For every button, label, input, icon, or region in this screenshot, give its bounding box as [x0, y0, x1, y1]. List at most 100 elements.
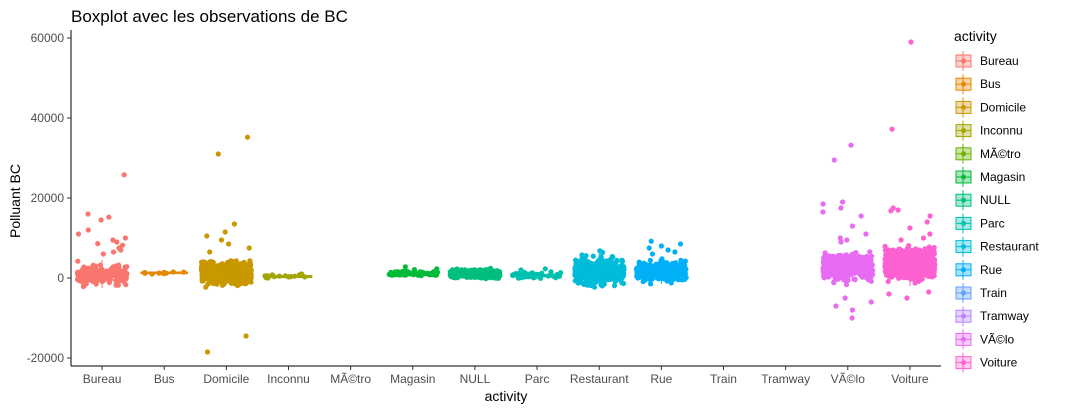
outlier-point [207, 249, 213, 255]
data-point [905, 261, 911, 267]
data-point [831, 271, 838, 277]
legend-label: Restaurant [980, 240, 1039, 254]
outlier-point [122, 235, 128, 241]
data-point [826, 253, 832, 259]
data-point [610, 254, 616, 260]
data-point [661, 262, 667, 268]
data-point [917, 269, 923, 275]
data-point [670, 269, 676, 275]
data-point [892, 262, 898, 268]
data-point [581, 262, 587, 268]
data-point [847, 255, 853, 261]
outlier-point [649, 251, 656, 257]
legend-item: Bureau [955, 51, 1019, 71]
outlier-point [848, 142, 854, 148]
data-point [863, 263, 869, 269]
data-point [238, 273, 245, 279]
data-point [82, 265, 88, 272]
legend-item: NULL [955, 190, 1011, 211]
data-point [851, 260, 857, 267]
data-point [602, 277, 608, 283]
data-point [232, 275, 238, 281]
outlier-point [646, 245, 652, 251]
data-point [669, 263, 675, 269]
outlier-point [100, 251, 106, 257]
outlier-point [849, 315, 855, 321]
legend-label: Inconnu [980, 124, 1023, 138]
series-group-6 [447, 265, 503, 282]
legend: activity Bureau Bus Domicile Inconnu MÃ©tro M… [954, 28, 1039, 373]
data-point [573, 268, 579, 274]
legend-item: Bus [955, 74, 1001, 95]
data-point [123, 282, 129, 288]
outlier-point [895, 207, 901, 213]
data-point [901, 256, 908, 262]
outlier-point [244, 134, 251, 140]
series-group-8 [572, 248, 627, 290]
outlier-point [820, 201, 826, 207]
data-point [113, 270, 119, 276]
data-point [612, 278, 618, 285]
data-point [678, 271, 684, 277]
data-point [415, 272, 421, 278]
data-point [906, 252, 912, 258]
data-point [663, 267, 669, 273]
data-point [636, 259, 642, 265]
outlier-point [85, 227, 91, 233]
data-point [247, 258, 253, 264]
data-point [244, 276, 250, 282]
data-point [181, 269, 187, 275]
data-point [668, 276, 674, 282]
data-point [857, 260, 863, 266]
data-point [573, 261, 579, 267]
data-point [654, 265, 661, 271]
data-point [593, 269, 599, 275]
x-tick-label: Domicile [203, 372, 249, 386]
outlier-point [85, 211, 91, 217]
data-point [867, 267, 873, 273]
outlier-point [849, 223, 856, 229]
data-point [587, 270, 594, 276]
outlier-point [904, 295, 910, 301]
data-point [579, 252, 585, 258]
legend-key-point [961, 336, 966, 342]
data-point [605, 271, 611, 277]
data-point [81, 283, 87, 289]
data-point [614, 267, 620, 273]
outlier-point [837, 235, 843, 241]
data-point [218, 262, 224, 268]
data-point [205, 273, 211, 279]
data-point [827, 259, 833, 265]
outlier-point [927, 213, 933, 219]
data-point [589, 265, 595, 271]
legend-key-point [961, 104, 966, 110]
data-point [227, 270, 233, 276]
data-point [826, 267, 832, 273]
series-group-0 [74, 172, 130, 290]
data-point [843, 272, 850, 278]
legend-key-point [961, 360, 966, 366]
data-point [390, 271, 396, 277]
data-point [901, 266, 907, 272]
data-point [590, 261, 596, 267]
legend-key-point [961, 220, 966, 226]
data-point [820, 268, 826, 274]
data-point [682, 258, 688, 264]
data-point [885, 278, 891, 285]
outlier-point [98, 217, 104, 223]
data-point [82, 275, 88, 281]
x-tick-label: Train [710, 372, 737, 386]
data-point [904, 246, 910, 252]
outlier-point [542, 266, 548, 272]
data-point [597, 265, 603, 271]
outlier-point [838, 205, 844, 211]
x-axis: Bureau Bus Domicile Inconnu MÃ©tro Magasin NUL… [71, 365, 941, 386]
data-point [910, 255, 917, 261]
outlier-point [265, 275, 271, 281]
data-point [925, 273, 932, 279]
data-point [911, 273, 917, 279]
x-tick-label: Bus [154, 372, 175, 386]
data-point [124, 270, 130, 277]
data-point [226, 278, 232, 284]
data-point [202, 265, 208, 271]
